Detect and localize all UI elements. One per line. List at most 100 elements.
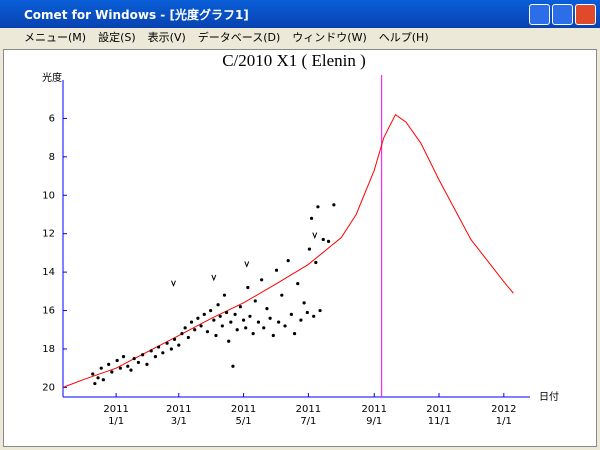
y-axis-label: 光度: [42, 71, 62, 84]
observation-point: [227, 339, 231, 343]
observation-point: [153, 355, 158, 359]
observation-point: [218, 314, 222, 318]
observation-point: [271, 333, 275, 338]
menu-item[interactable]: 表示(V): [147, 31, 186, 44]
observation-point: [156, 345, 161, 349]
observation-point: [283, 324, 287, 328]
x-tick-label-line: 3/1: [171, 416, 187, 427]
observation-point: [253, 299, 257, 303]
observation-point: [233, 312, 237, 316]
observation-point: [101, 378, 105, 382]
observation-point: [177, 343, 181, 347]
observation-point: [172, 337, 177, 341]
observation-point: [212, 318, 216, 322]
upper-limit-mark: [171, 280, 176, 287]
observation-point: [96, 376, 100, 380]
observation-point: [99, 366, 103, 370]
x-axis-label: 日付: [539, 390, 559, 403]
observation-point: [309, 216, 314, 220]
observation-point: [193, 328, 197, 332]
upper-limit-mark: [244, 261, 250, 268]
observation-point: [107, 362, 111, 366]
observation-point: [241, 318, 246, 322]
observation-point: [145, 362, 149, 366]
x-tick-label-line: 2011: [231, 404, 256, 415]
menu-item[interactable]: ヘルプ(H): [378, 31, 429, 44]
observation-point: [332, 203, 336, 207]
x-tick-label: 2011 1/1: [103, 404, 128, 427]
observation-point: [296, 282, 300, 286]
observation-point: [268, 316, 272, 320]
menu-item[interactable]: データベース(D): [197, 31, 281, 44]
y-tick-label: 10: [42, 190, 55, 201]
observation-point: [318, 308, 322, 313]
observation-point: [141, 353, 145, 357]
close-button[interactable]: [575, 4, 596, 25]
observation-point: [110, 370, 114, 374]
client-area: C/2010 X1 ( Elenin ) 光度 日付 6 8 10 12 14 16 18 20 20…: [3, 49, 597, 447]
observation-point: [289, 312, 293, 316]
minimize-button[interactable]: [529, 4, 550, 25]
upper-limit-mark: [211, 274, 217, 282]
observation-point: [316, 205, 320, 209]
x-tick-label-line: 1/1: [496, 416, 512, 427]
observation-point: [183, 326, 187, 330]
menu-bar: メニュー(M) 設定(S) 表示(V) データベース(D) ウィンドウ(W) ヘルプ(H): [0, 28, 600, 46]
observation-point: [189, 320, 194, 324]
menu-item[interactable]: メニュー(M): [24, 31, 87, 44]
observation-point: [305, 310, 309, 315]
x-tick-label-line: 5/1: [236, 416, 252, 427]
observation-point: [274, 268, 279, 272]
observation-point: [132, 356, 136, 361]
observation-point: [262, 326, 266, 330]
y-tick-label: 18: [42, 344, 55, 355]
observation-point: [214, 333, 218, 338]
observation-point: [205, 330, 210, 334]
observation-point: [326, 239, 331, 243]
observation-point: [265, 307, 269, 311]
observation-point: [307, 247, 312, 251]
observation-point: [186, 335, 190, 340]
observation-point: [314, 260, 318, 265]
x-tick-label-line: 2011: [362, 404, 387, 415]
x-tick-label-line: 9/1: [366, 416, 382, 427]
observation-point: [299, 318, 303, 322]
observation-point: [180, 332, 184, 336]
observation-point: [202, 312, 206, 316]
observation-point: [235, 328, 239, 332]
upper-limit-mark: [312, 232, 318, 239]
observation-point: [260, 278, 264, 282]
observation-point: [302, 301, 306, 305]
x-tick-label: 2012 1/1: [491, 404, 516, 427]
observation-point: [91, 372, 95, 376]
x-tick-label-line: 7/1: [300, 416, 316, 427]
observation-point: [126, 364, 130, 368]
observation-point: [246, 285, 250, 290]
x-tick-label: 2011 11/1: [426, 404, 451, 427]
x-tick-label-line: 1/1: [108, 416, 124, 427]
x-tick-label: 2011 7/1: [296, 404, 321, 427]
observation-point: [248, 314, 252, 318]
x-tick-label-line: 2011: [103, 404, 128, 415]
observation-point: [121, 355, 126, 359]
observation-point: [93, 381, 97, 386]
observation-point: [149, 349, 153, 353]
y-tick-label: 14: [42, 267, 55, 278]
observation-point: [238, 305, 242, 309]
observation-point: [292, 332, 297, 336]
observation-point: [209, 308, 213, 313]
maximize-button[interactable]: [552, 4, 573, 25]
observation-point: [129, 368, 133, 372]
y-tick-label: 6: [49, 113, 55, 124]
menu-item[interactable]: 設定(S): [98, 31, 136, 44]
menu-item[interactable]: ウィンドウ(W): [292, 31, 367, 44]
x-tick-label-line: 2011: [296, 404, 321, 415]
chart-title: C/2010 X1 ( Elenin ): [222, 51, 366, 70]
x-tick-label-line: 2012: [491, 404, 516, 415]
x-tick-label-line: 2011: [166, 404, 191, 415]
observation-point: [256, 320, 261, 324]
x-tick-label-line: 2011: [426, 404, 451, 415]
observation-point: [251, 332, 255, 336]
